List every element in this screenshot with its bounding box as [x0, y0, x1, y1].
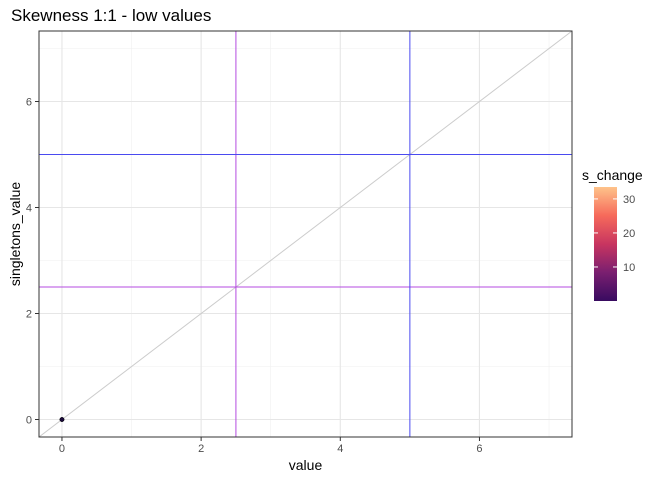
x-tick-label: 0 — [59, 443, 65, 455]
chart-title: Skewness 1:1 - low values — [11, 6, 211, 25]
legend-colorbar — [594, 187, 617, 301]
identity-line — [39, 31, 572, 437]
legend-tick-label: 20 — [623, 228, 635, 240]
panel-border — [38, 30, 573, 438]
x-axis-title: value — [289, 457, 323, 473]
reference-lines — [39, 31, 572, 437]
x-axis: 0 2 4 6 — [59, 437, 483, 455]
data-points — [59, 417, 65, 422]
y-tick-label: 4 — [26, 202, 32, 214]
y-axis-title: singletons_value — [7, 182, 23, 287]
x-tick-label: 2 — [198, 443, 204, 455]
plot-panel — [38, 30, 573, 438]
y-axis: 0 2 4 6 — [26, 96, 39, 427]
legend-ticks: 10 20 30 — [594, 194, 635, 274]
y-tick-label: 2 — [26, 309, 32, 321]
y-tick-label: 0 — [26, 415, 32, 427]
x-tick-label: 6 — [476, 443, 482, 455]
color-legend: s_change 10 20 30 — [582, 167, 643, 301]
legend-tick-label: 10 — [623, 262, 635, 274]
legend-tick-label: 30 — [623, 194, 635, 206]
major-gridlines — [39, 31, 572, 437]
x-tick-label: 4 — [337, 443, 343, 455]
data-point — [59, 417, 65, 422]
legend-title: s_change — [582, 167, 643, 183]
y-tick-label: 6 — [26, 96, 32, 108]
